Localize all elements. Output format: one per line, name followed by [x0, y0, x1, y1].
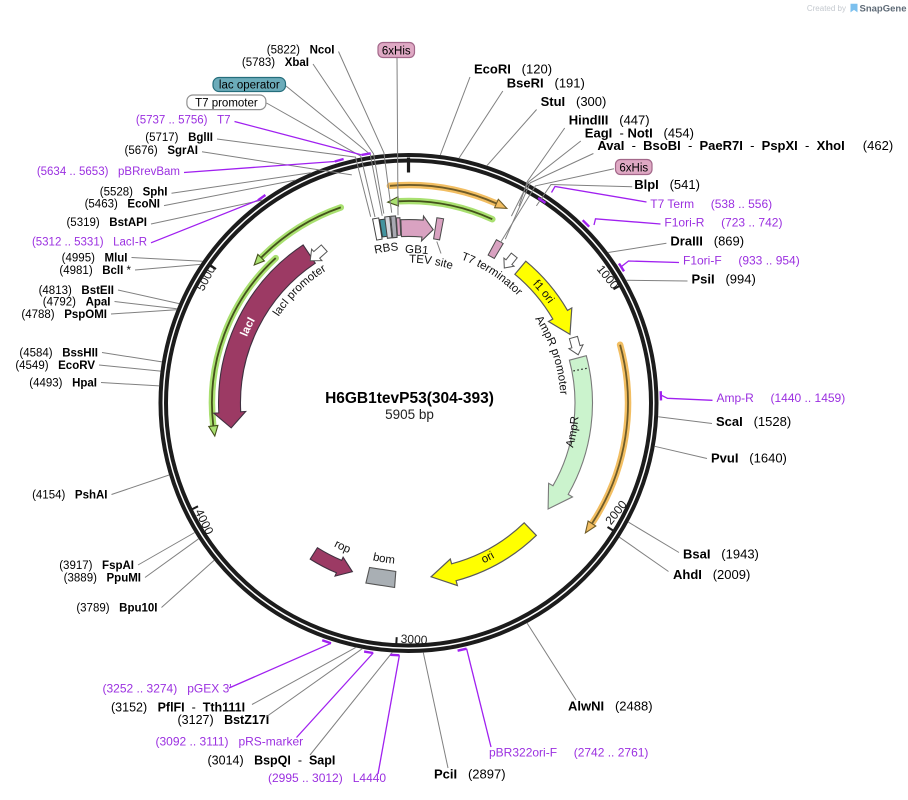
svg-text:AhdI (2009): AhdI (2009) [673, 567, 750, 582]
svg-text:(3092 .. 3111) pRS-marker: (3092 .. 3111) pRS-marker [156, 735, 304, 749]
svg-text:(4493) HpaI: (4493) HpaI [29, 378, 97, 390]
svg-text:(3127) BstZ17I: (3127) BstZ17I [178, 713, 270, 727]
svg-text:(5737 .. 5756) T7: (5737 .. 5756) T7 [136, 114, 231, 126]
svg-text:PsiI (994): PsiI (994) [692, 271, 756, 286]
svg-text:AlwNI (2488): AlwNI (2488) [568, 699, 653, 714]
svg-text:(5634 .. 5653) pBRrevBam: (5634 .. 5653) pBRrevBam [37, 166, 180, 178]
svg-text:(3917) FspAI: (3917) FspAI [59, 560, 134, 572]
svg-text:StuI (300): StuI (300) [541, 94, 607, 109]
svg-text:(3252 .. 3274) pGEX 3': (3252 .. 3274) pGEX 3' [103, 682, 232, 696]
svg-text:T7 promoter: T7 promoter [195, 97, 258, 109]
svg-text:F1ori-F (933 .. 954): F1ori-F (933 .. 954) [683, 253, 800, 267]
svg-text:T7 Term (538 .. 556): T7 Term (538 .. 556) [650, 197, 772, 211]
svg-text:Amp-R (1440 .. 1459): Amp-R (1440 .. 1459) [717, 391, 846, 405]
svg-text:(5312 .. 5331) LacI-R: (5312 .. 5331) LacI-R [32, 236, 147, 248]
svg-text:(4788) PspOMI: (4788) PspOMI [21, 309, 107, 321]
svg-text:SnapGene: SnapGene [860, 3, 907, 14]
svg-text:(4549) EcoRV: (4549) EcoRV [15, 360, 95, 372]
svg-text:(3789) Bpu10I: (3789) Bpu10I [76, 603, 157, 615]
svg-text:lac operator: lac operator [219, 80, 280, 92]
svg-text:(5717) BglII: (5717) BglII [145, 132, 213, 144]
svg-text:(4981) BclI *: (4981) BclI * [59, 265, 131, 277]
svg-text:3000: 3000 [400, 632, 428, 647]
svg-text:(3889) PpuMI: (3889) PpuMI [64, 573, 141, 585]
svg-text:(4995) MluI: (4995) MluI [62, 253, 128, 265]
svg-text:H6GB1tevP53(304-393): H6GB1tevP53(304-393) [325, 390, 494, 407]
svg-text:PvuI (1640): PvuI (1640) [711, 451, 787, 466]
svg-text:(5319) BstAPI: (5319) BstAPI [66, 217, 147, 229]
svg-text:(4792) ApaI: (4792) ApaI [43, 297, 111, 309]
svg-text:6xHis: 6xHis [382, 45, 411, 57]
svg-text:(5676) SgrAI: (5676) SgrAI [125, 145, 199, 157]
svg-text:BseRI (191): BseRI (191) [507, 75, 585, 90]
svg-text:(4584) BssHII: (4584) BssHII [19, 348, 98, 360]
svg-text:BlpI (541): BlpI (541) [634, 177, 700, 192]
svg-text:6xHis: 6xHis [619, 162, 648, 174]
svg-text:ScaI (1528): ScaI (1528) [716, 414, 791, 429]
svg-text:(5822) NcoI: (5822) NcoI [267, 45, 335, 57]
svg-text:F1ori-R (723 .. 742): F1ori-R (723 .. 742) [664, 215, 782, 229]
svg-text:(4154) PshAI: (4154) PshAI [32, 490, 107, 502]
svg-text:EcoRI (120): EcoRI (120) [474, 61, 552, 76]
svg-text:(2995 .. 3012) L4440: (2995 .. 3012) L4440 [268, 771, 386, 785]
svg-text:pBR322ori-F (2742 .. 2761): pBR322ori-F (2742 .. 2761) [489, 746, 648, 760]
svg-text:(5528) SphI: (5528) SphI [100, 186, 168, 198]
svg-text:Created by: Created by [807, 4, 846, 13]
svg-text:(5463) EcoNI: (5463) EcoNI [85, 199, 160, 211]
svg-text:(4813) BstEII: (4813) BstEII [39, 285, 114, 297]
svg-text:(3014) BspQI - SapI: (3014) BspQI - SapI [208, 754, 336, 768]
svg-text:5905 bp: 5905 bp [385, 407, 434, 422]
svg-text:(5783) XbaI: (5783) XbaI [242, 57, 309, 69]
svg-text:DraIII (869): DraIII (869) [670, 233, 744, 248]
svg-text:PciI (2897): PciI (2897) [434, 767, 506, 782]
svg-text:BsaI (1943): BsaI (1943) [683, 547, 759, 562]
svg-text:AvaI - BsoBI - PaeR7I -: AvaI - BsoBI - PaeR7I - PspXI - XhoI (46… [597, 138, 893, 153]
